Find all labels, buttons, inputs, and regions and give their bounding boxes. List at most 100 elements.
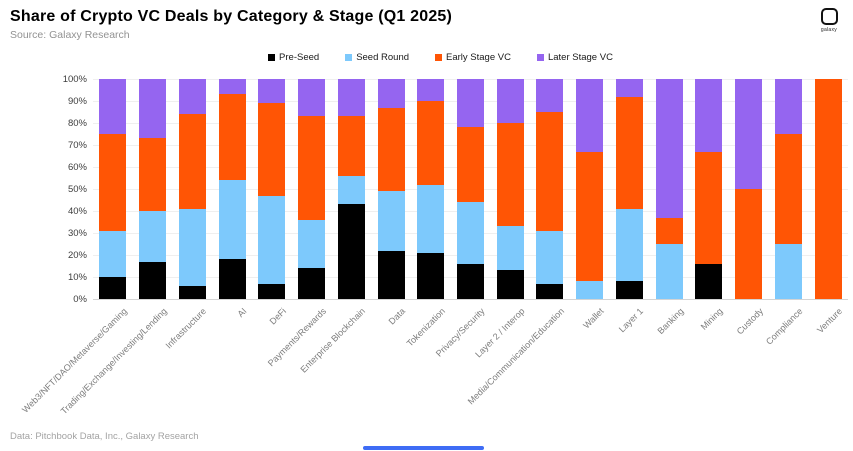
bar-segment-pre-seed [258,283,286,299]
legend-swatch-pre-seed [268,54,276,61]
bar-segment-pre-seed [536,283,564,299]
bar-segment-early-stage-vc [417,101,445,185]
y-tick-label: 80% [67,118,87,129]
bar-segment-later-stage-vc [139,79,167,139]
bar-segment-pre-seed [496,270,524,299]
legend-item-later-stage-vc: Later Stage VC [536,52,613,63]
legend-item-seed-round: Seed Round [345,52,409,63]
bar-segment-later-stage-vc [496,79,524,123]
legend-swatch-later-stage-vc [536,54,544,61]
galaxy-logo: galaxy [814,8,844,33]
bar-compliance [774,79,802,299]
bar-segment-pre-seed [298,268,326,299]
bar-segment-seed-round [258,195,286,284]
bar-custody [735,79,763,299]
y-tick-label: 10% [67,272,87,283]
legend-label: Early Stage VC [446,52,511,63]
bar-tokenization [417,79,445,299]
y-tick-label: 90% [67,96,87,107]
bar-segment-pre-seed [178,285,206,299]
bar-segment-seed-round [218,180,246,260]
x-axis-label-data: Data [386,306,408,327]
bar-segment-seed-round [377,191,405,251]
x-axis-label-wallet: Wallet [581,306,606,331]
bar-segment-pre-seed [99,277,127,299]
bar-segment-early-stage-vc [457,127,484,203]
galaxy-logo-text: galaxy [820,27,838,33]
x-axis-label-infrastructure: Infrastructure [163,306,209,351]
bar-segment-seed-round [536,230,564,284]
bar-segment-seed-round [655,244,683,299]
bar-segment-later-stage-vc [337,79,365,117]
y-tick-label: 20% [67,250,87,261]
bar-segment-later-stage-vc [655,79,683,218]
scrollbar-thumb[interactable] [363,446,484,450]
bar-segment-later-stage-vc [615,79,643,97]
x-axis-label-tokenization: Tokenization [404,306,447,349]
bar-segment-later-stage-vc [178,79,206,115]
bar-segment-early-stage-vc [178,114,206,209]
y-tick-label: 70% [67,140,87,151]
bar-segment-early-stage-vc [655,217,683,244]
galaxy-logo-icon [820,8,838,25]
bar-segment-later-stage-vc [298,79,326,117]
bar-segment-seed-round [99,230,127,277]
bar-segment-pre-seed [218,259,246,299]
bar-segment-later-stage-vc [258,79,286,104]
legend-label: Seed Round [356,52,410,63]
bar-segment-later-stage-vc [218,79,246,95]
bar-segment-pre-seed [139,261,167,299]
bar-layer-1 [615,79,643,299]
bar-segment-seed-round [417,184,445,253]
bar-wallet [576,79,604,299]
x-axis-label-mining: Mining [699,306,725,332]
bar-segment-early-stage-vc [377,107,405,192]
bar-segment-early-stage-vc [735,189,763,299]
bar-segment-early-stage-vc [814,79,842,299]
x-axis-label-defi: DeFi [267,306,288,327]
bar-segment-early-stage-vc [576,151,604,282]
bar-enterprise-blockchain [337,79,365,299]
bar-segment-early-stage-vc [496,123,524,227]
bar-segment-early-stage-vc [774,134,802,244]
x-axis-label-compliance: Compliance [763,306,805,347]
bar-trading-exchange-investing-lending [139,79,167,299]
bar-segment-early-stage-vc [99,134,127,231]
bar-segment-later-stage-vc [695,79,723,152]
bar-segment-early-stage-vc [615,96,643,209]
bar-venture [814,79,842,299]
bar-segment-early-stage-vc [695,151,723,264]
bar-segment-early-stage-vc [536,112,564,231]
y-tick-label: 30% [67,228,87,239]
bar-segment-seed-round [139,211,167,262]
bar-segment-seed-round [615,208,643,282]
bar-segment-seed-round [576,281,604,299]
bar-segment-early-stage-vc [218,94,246,181]
bar-segment-later-stage-vc [735,79,763,189]
bar-segment-seed-round [774,244,802,299]
chart-source: Source: Galaxy Research [10,29,130,41]
plot-area [93,79,848,300]
bar-segment-pre-seed [457,263,484,299]
bar-segment-pre-seed [695,263,723,299]
x-axis-label-layer-1: Layer 1 [617,306,646,335]
bar-segment-seed-round [337,175,365,205]
y-tick-label: 100% [62,74,87,85]
legend-swatch-seed-round [345,54,353,61]
bar-segment-later-stage-vc [536,79,564,112]
y-tick-label: 0% [73,294,87,305]
bar-segment-early-stage-vc [298,116,326,220]
bar-segment-seed-round [178,208,206,286]
legend-item-pre-seed: Pre-Seed [268,52,319,63]
bar-segment-later-stage-vc [417,79,445,101]
bar-payments-rewards [298,79,326,299]
bar-segment-pre-seed [337,204,365,299]
bar-segment-early-stage-vc [139,138,167,211]
y-tick-label: 40% [67,206,87,217]
bar-segment-later-stage-vc [457,79,484,128]
legend-item-early-stage-vc: Early Stage VC [435,52,511,63]
bar-mining [695,79,723,299]
bar-data [377,79,405,299]
bar-segment-seed-round [298,219,326,269]
